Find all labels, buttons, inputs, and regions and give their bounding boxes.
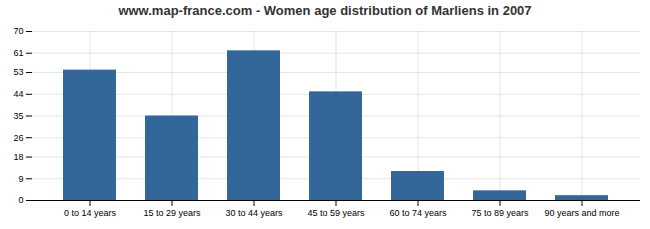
svg-text:0 to 14 years: 0 to 14 years [64,208,117,218]
svg-text:70: 70 [13,26,23,36]
svg-text:18: 18 [13,152,23,162]
svg-text:9: 9 [18,174,23,184]
svg-text:75 to 89 years: 75 to 89 years [471,208,529,218]
svg-text:44: 44 [13,89,23,99]
svg-text:15 to 29 years: 15 to 29 years [143,208,201,218]
svg-text:30 to 44 years: 30 to 44 years [225,208,283,218]
svg-text:61: 61 [13,48,23,58]
svg-text:53: 53 [13,67,23,77]
svg-text:26: 26 [13,133,23,143]
svg-text:90 years and more: 90 years and more [544,208,619,218]
svg-text:60 to 74 years: 60 to 74 years [389,208,447,218]
svg-text:0: 0 [18,195,23,205]
html-text:www.map-france.com - Women age: www.map-france.com - Women age distribut… [118,3,532,18]
svg-text:35: 35 [13,111,23,121]
svg-text:45 to 59 years: 45 to 59 years [307,208,365,218]
